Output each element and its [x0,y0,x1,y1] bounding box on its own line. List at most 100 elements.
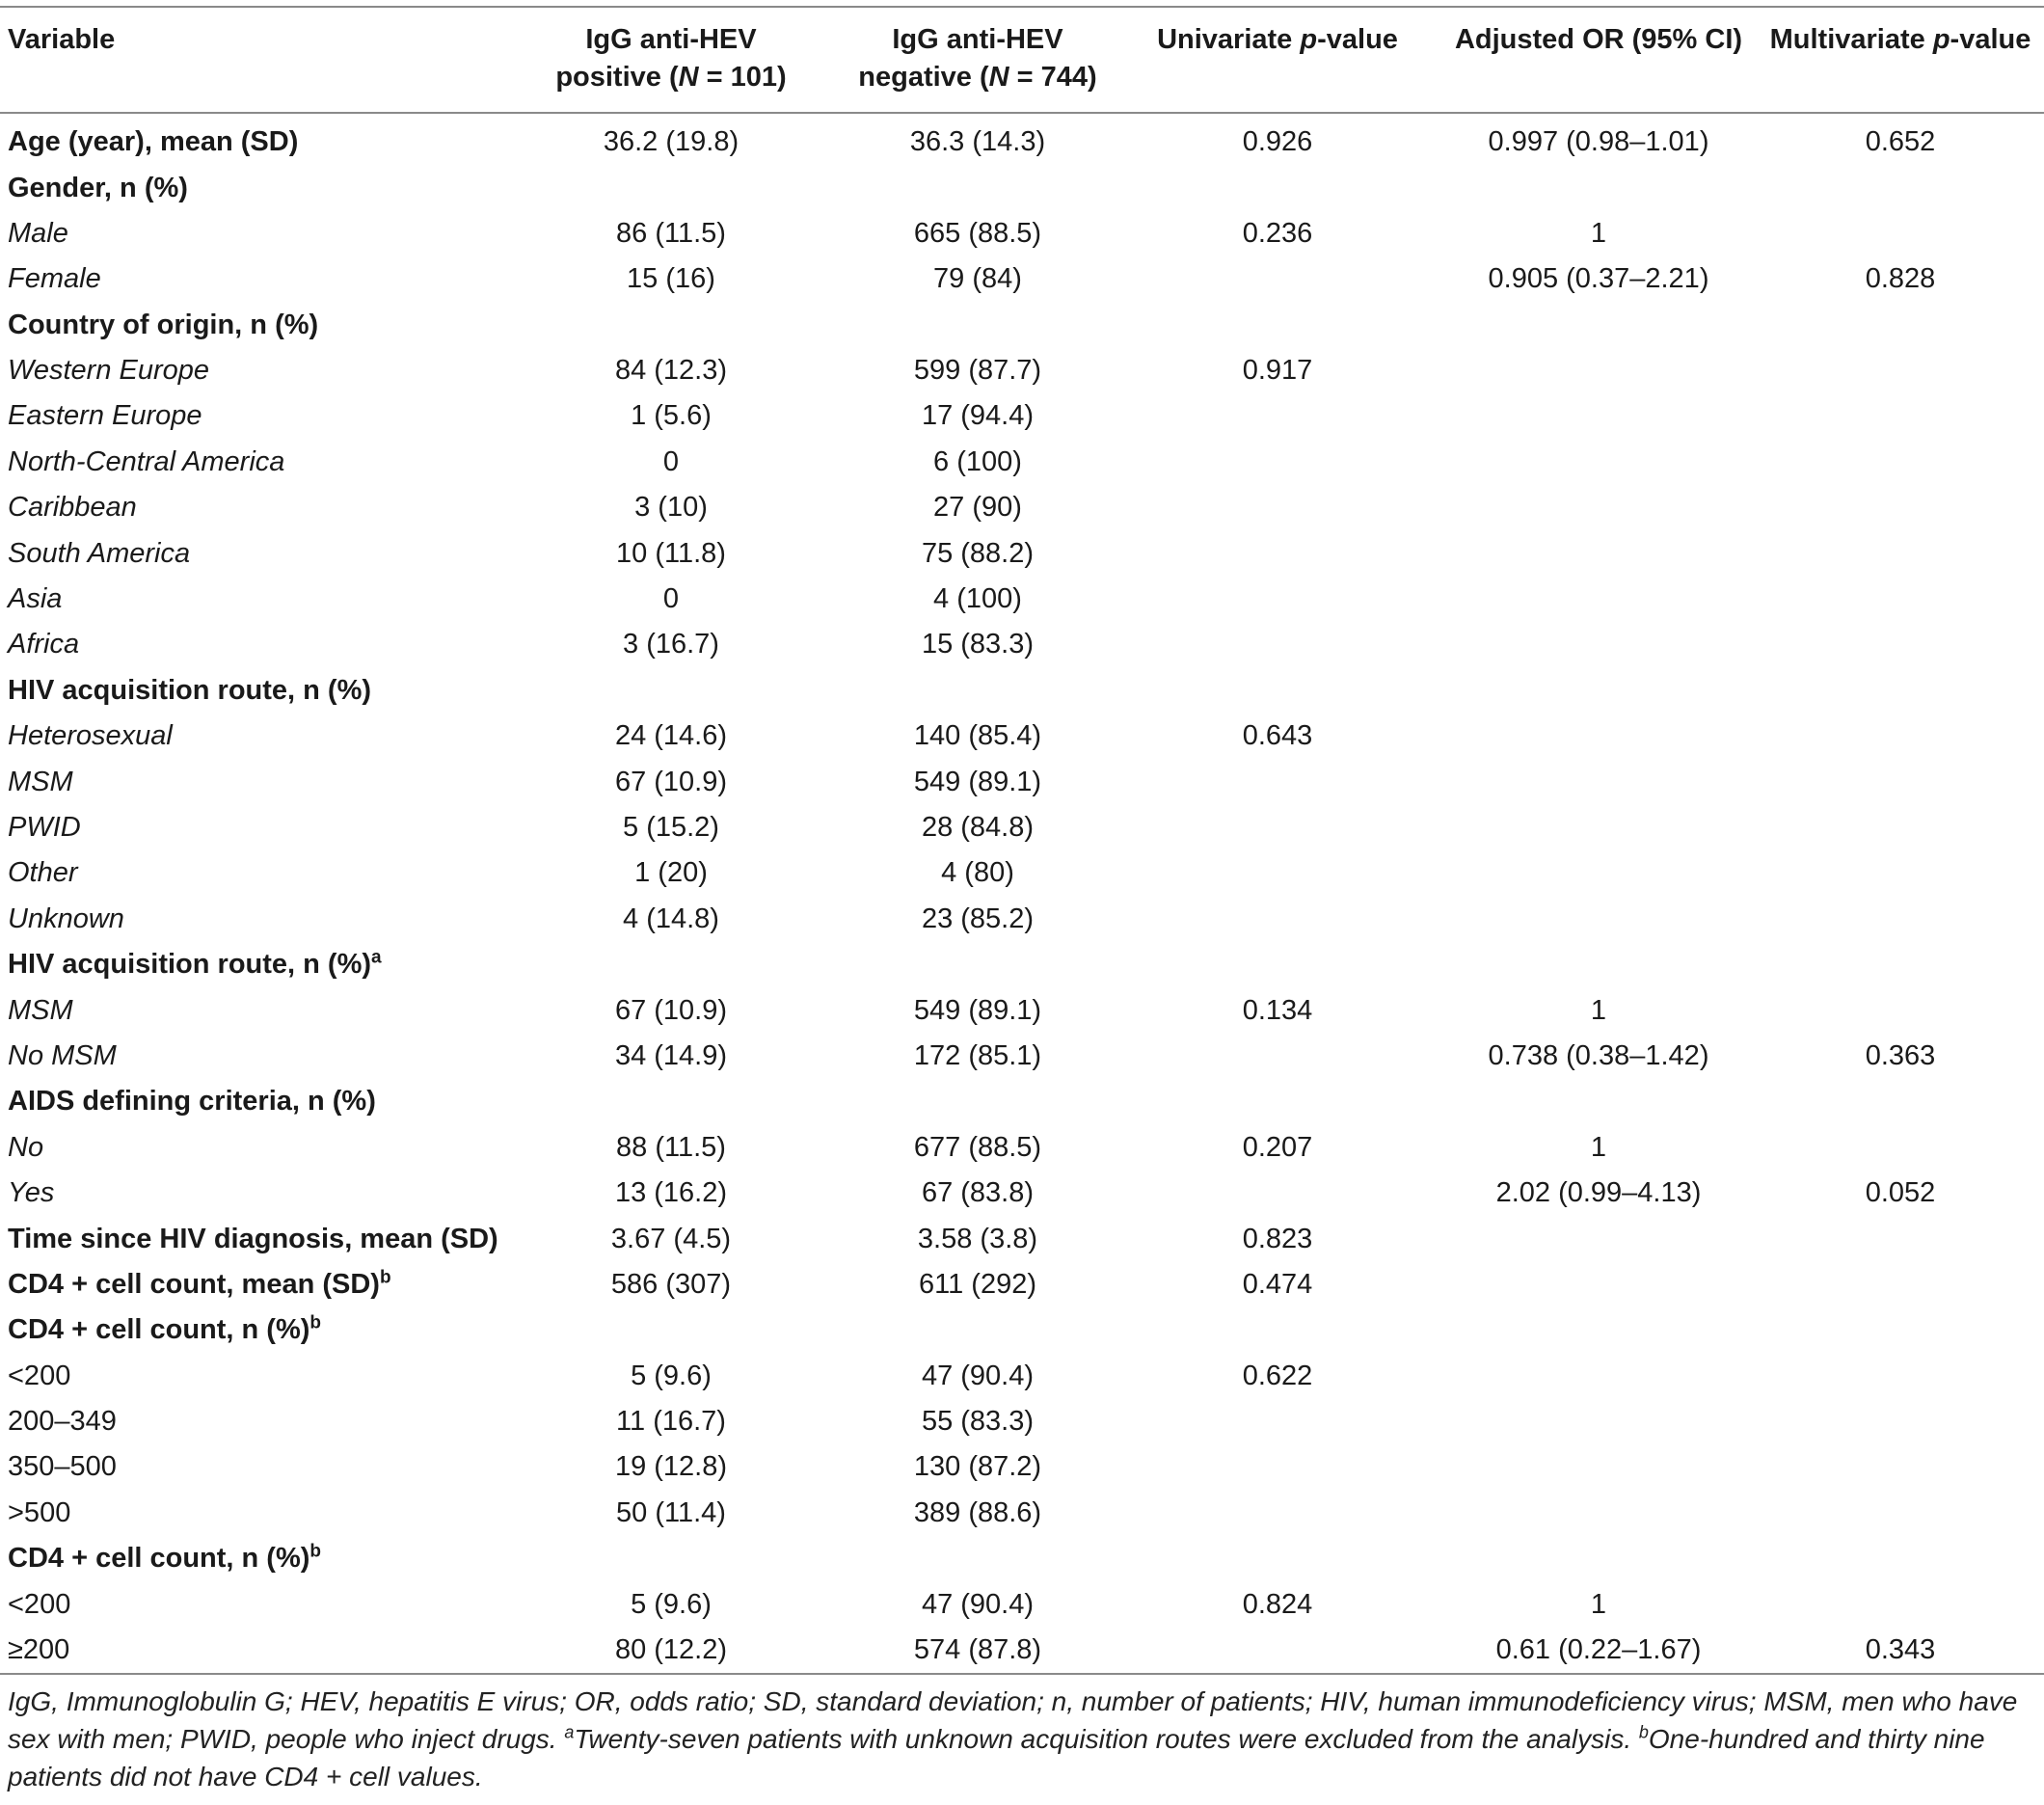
variable-label: <200 [8,1588,71,1620]
cell-variable: Time since HIV diagnosis, mean (SD) [0,1216,501,1261]
cell-variable: AIDS defining criteria, n (%) [0,1079,501,1124]
table-body: Age (year), mean (SD) 36.2 (19.8) 36.3 (14… [0,113,2044,1675]
cell-negative: 27 (90) [933,492,1022,524]
cell-adjusted-or [1440,805,1757,850]
variable-label: CD4 + cell count, mean (SD) [8,1268,380,1300]
table-row: PWID 5 (15.2) 28 (84.8) [0,805,2044,850]
cell-positive [501,668,841,714]
header-univariate-pre: Univariate [1157,24,1301,55]
table-row: 350–500 19 (12.8) 130 (87.2) [0,1444,2044,1490]
cell-negative: 3.58 (3.8) [917,1223,1038,1254]
variable-label: PWID [8,811,81,843]
footnote-marker: b [309,1541,322,1562]
cell-adjusted-or: 1 [1590,217,1607,249]
cell-adjusted-or: 1 [1590,1131,1607,1163]
cell-negative: 28 (84.8) [921,811,1035,843]
cell-univariate-p: 0.823 [1242,1223,1313,1254]
cell-univariate-p [1115,1491,1440,1536]
cell-variable: Age (year), mean (SD) [0,113,501,165]
header-positive-line2-post: = 101) [698,62,787,94]
header-variable-text: Variable [8,24,116,55]
cell-adjusted-or [1440,303,1757,348]
table-footnote: IgG, Immunoglobulin G; HEV, hepatitis E … [8,1684,2036,1796]
variable-label: Yes [8,1177,55,1209]
cell-univariate-p [1115,1307,1440,1353]
table-row: <200 5 (9.6) 47 (90.4) 0.824 1 [0,1582,2044,1628]
cell-multivariate-p [1757,1079,2044,1124]
cell-univariate-p [1115,440,1440,485]
cell-variable: Africa [0,622,501,667]
cell-negative: 599 (87.7) [913,355,1042,387]
cell-variable: CD4 + cell count, n (%)b [0,1307,501,1353]
cell-multivariate-p [1757,303,2044,348]
cell-variable: Caribbean [0,485,501,530]
cell-adjusted-or [1440,485,1757,530]
cell-adjusted-or [1440,850,1757,896]
cell-univariate-p [1115,256,1440,302]
cell-negative: 574 (87.8) [913,1634,1042,1666]
header-negative-n: N [988,62,1009,94]
cell-positive: 86 (11.5) [616,217,726,249]
header-row: Variable IgG anti-HEV positive (N = 101)… [0,7,2044,113]
cell-univariate-p [1115,485,1440,530]
cell-positive: 24 (14.6) [614,720,728,752]
cell-positive: 0 [662,583,680,615]
cell-negative: 67 (83.8) [921,1177,1035,1209]
cell-multivariate-p [1757,393,2044,439]
cell-positive: 5 (9.6) [631,1588,712,1620]
cell-positive: 36.2 (19.8) [603,126,740,158]
cell-negative [841,1307,1115,1353]
cell-univariate-p: 0.643 [1242,720,1313,752]
header-univariate-post: -value [1317,24,1398,55]
cell-adjusted-or: 0.738 (0.38–1.42) [1488,1039,1709,1071]
cell-positive: 67 (10.9) [614,766,728,797]
variable-label: Time since HIV diagnosis, mean (SD) [8,1223,498,1254]
cell-positive: 19 (12.8) [614,1451,728,1483]
cell-multivariate-p [1757,1444,2044,1490]
variable-label: Africa [8,629,80,660]
cell-adjusted-or: 1 [1590,1588,1607,1620]
cell-positive: 0 [662,445,680,477]
cell-multivariate-p [1757,805,2044,850]
cell-variable: Other [0,850,501,896]
table-row: Asia 0 4 (100) [0,577,2044,622]
cell-adjusted-or [1440,942,1757,987]
cell-positive: 84 (12.3) [614,355,728,387]
cell-variable: Eastern Europe [0,393,501,439]
table-row: HIV acquisition route, n (%) [0,668,2044,714]
header-multivariate: Multivariate p-value [1757,7,2044,113]
cell-negative: 172 (85.1) [913,1039,1042,1071]
cell-negative [841,165,1115,210]
cell-multivariate-p [1757,850,2044,896]
cell-variable: 350–500 [0,1444,501,1490]
cell-univariate-p: 0.134 [1242,994,1313,1026]
header-adjusted-or: Adjusted OR (95% CI) [1440,7,1757,113]
cell-adjusted-or [1440,897,1757,942]
variable-label: No MSM [8,1039,117,1071]
table-row: Unknown 4 (14.8) 23 (85.2) [0,897,2044,942]
cell-negative: 36.3 (14.3) [909,126,1046,158]
cell-multivariate-p [1757,440,2044,485]
cell-adjusted-or: 0.997 (0.98–1.01) [1488,126,1709,158]
table-row: MSM 67 (10.9) 549 (89.1) [0,759,2044,804]
cell-univariate-p: 0.622 [1242,1360,1313,1391]
table-row: Country of origin, n (%) [0,303,2044,348]
cell-univariate-p [1115,303,1440,348]
cell-univariate-p: 0.917 [1242,355,1313,387]
cell-univariate-p: 0.824 [1242,1588,1313,1620]
cell-adjusted-or [1440,714,1757,759]
variable-label: >500 [8,1496,71,1528]
cell-multivariate-p [1757,1354,2044,1399]
cell-negative: 140 (85.4) [913,720,1042,752]
table-row: Western Europe 84 (12.3) 599 (87.7) 0.917 [0,348,2044,393]
cell-adjusted-or [1440,1491,1757,1536]
cell-variable: PWID [0,805,501,850]
variable-label: HIV acquisition route, n (%) [8,674,372,706]
cell-multivariate-p [1757,942,2044,987]
cell-positive [501,1307,841,1353]
cell-multivariate-p [1757,1536,2044,1581]
cell-univariate-p [1115,897,1440,942]
header-positive-line1: IgG anti-HEV [585,24,757,55]
cell-variable: CD4 + cell count, mean (SD)b [0,1262,501,1307]
variable-label: South America [8,537,191,569]
